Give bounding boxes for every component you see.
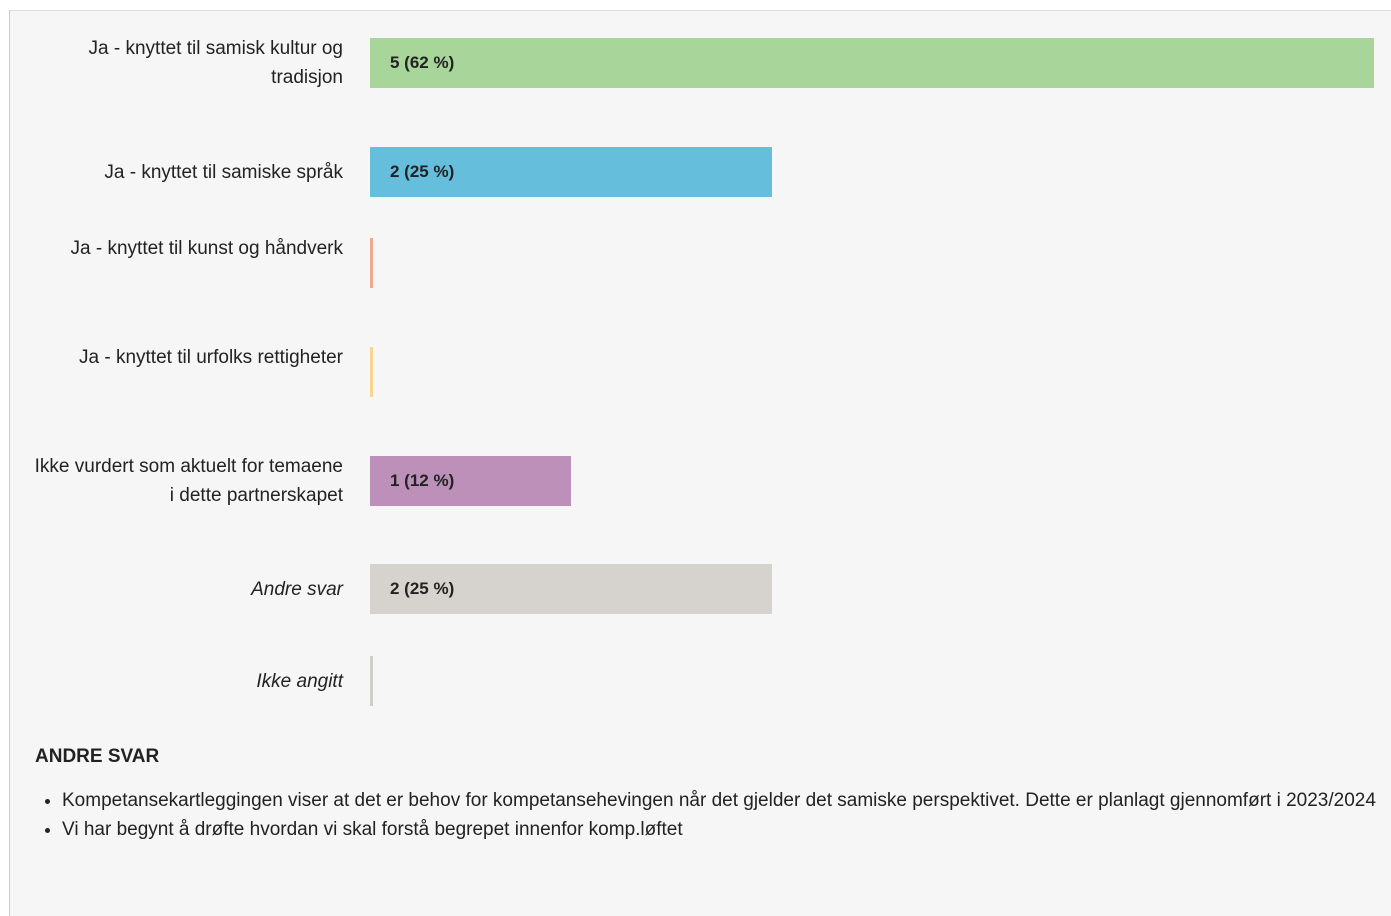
bar [370,656,373,706]
bar [370,347,373,397]
chart: ANDRE SVAR Kompetansekartleggingen viser… [9,10,1391,916]
bar [370,147,772,197]
category-label: Ja - knyttet til samiske språk [104,161,343,183]
bar [370,238,373,288]
value-label: 2 (25 %) [390,162,455,181]
other-answer: Vi har begynt å drøfte hvordan vi skal f… [62,820,1382,839]
category-label: Ikke angitt [256,670,343,692]
value-label: 1 (12 %) [390,471,455,490]
category-label: Andre svar [251,578,343,600]
other-answer: Kompetansekartleggingen viser at det er … [62,791,1382,810]
bar [370,38,1374,88]
category-label: Ja - knyttet til kunst og håndverk [70,238,343,259]
bar [370,456,571,506]
category-label: Ja - knyttet til urfolks rettigheter [79,347,343,368]
category-label: Ikke vurdert som aktuelt for temaene i d… [34,456,343,506]
other-answers-list: Kompetansekartleggingen viser at det er … [35,791,1382,849]
value-label: 2 (25 %) [390,579,455,598]
value-label: 5 (62 %) [390,53,455,72]
category-label: Ja - knyttet til samisk kultur og tradis… [88,38,343,88]
other-answers-title: ANDRE SVAR [35,746,160,767]
bar [370,564,772,614]
